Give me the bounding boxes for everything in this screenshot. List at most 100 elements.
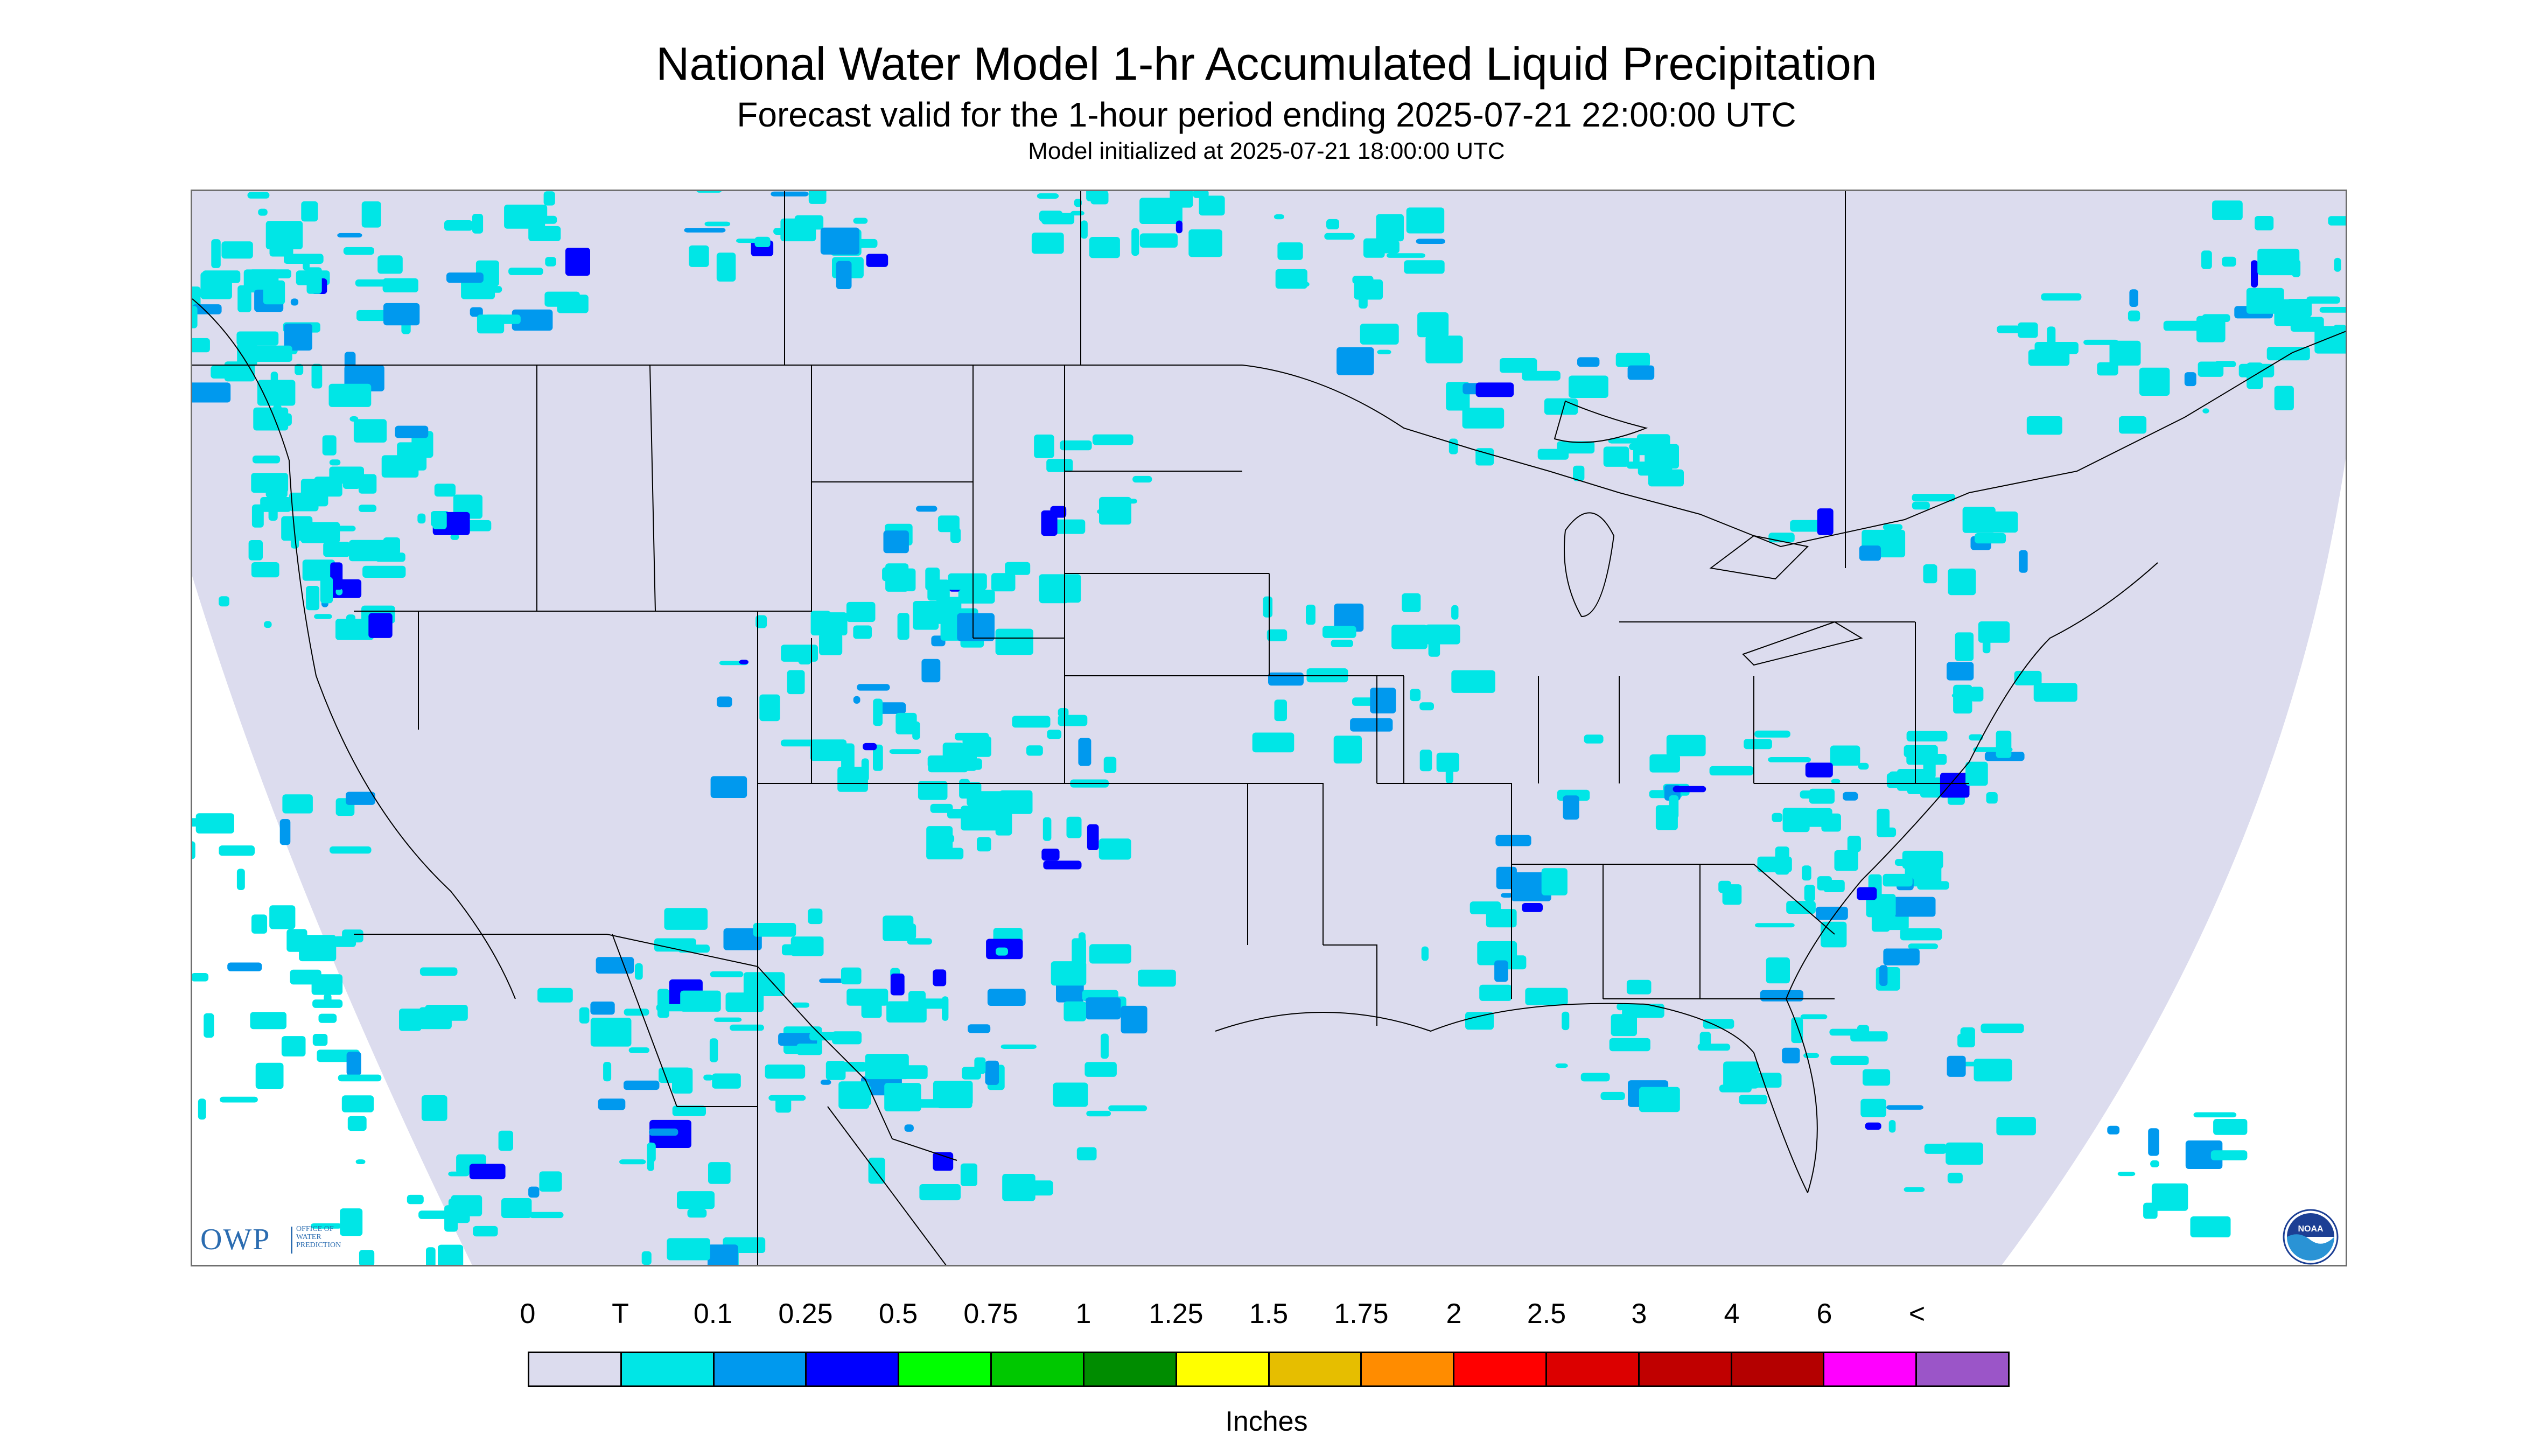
precip-area xyxy=(1402,593,1421,612)
precip-area xyxy=(221,241,253,259)
precip-area xyxy=(290,969,321,985)
precip-area xyxy=(1037,193,1059,199)
precip-area xyxy=(796,1044,822,1055)
precip-area xyxy=(1425,335,1463,363)
precip-area xyxy=(341,1095,374,1112)
precip-area xyxy=(1132,475,1152,483)
precip-area xyxy=(358,474,377,494)
precip-area xyxy=(810,612,848,636)
precip-area xyxy=(419,967,458,976)
precip-area xyxy=(1883,524,1903,530)
precip-area xyxy=(628,1047,650,1053)
legend-swatch xyxy=(1732,1353,1825,1385)
precip-area xyxy=(754,236,771,247)
precip-area xyxy=(318,1013,337,1023)
precip-area xyxy=(1500,358,1537,373)
precip-area xyxy=(498,1130,513,1151)
precip-area xyxy=(1039,591,1069,604)
precip-area xyxy=(279,819,291,845)
precip-area xyxy=(264,621,272,628)
precip-area xyxy=(237,343,257,366)
precip-area xyxy=(736,239,760,243)
precip-area xyxy=(1648,469,1684,487)
precip-area xyxy=(1139,233,1178,248)
precip-area xyxy=(942,996,949,1021)
precip-area xyxy=(987,989,1026,1006)
precip-area xyxy=(1350,718,1393,732)
precip-area xyxy=(314,614,332,619)
precip-area xyxy=(710,971,744,977)
precip-area xyxy=(2251,260,2258,288)
precip-area xyxy=(1569,375,1608,398)
precip-area xyxy=(995,628,1033,655)
precip-area xyxy=(1912,494,1956,502)
precip-area xyxy=(1865,1122,1881,1130)
precip-area xyxy=(2184,372,2196,387)
precip-area xyxy=(1417,312,1449,338)
precip-area xyxy=(1274,214,1284,220)
precip-area xyxy=(1324,233,1355,240)
precip-area xyxy=(883,530,909,554)
precip-area xyxy=(1982,639,1991,654)
map-canvas xyxy=(192,191,2346,1265)
precip-area xyxy=(1900,928,1942,941)
precip-area xyxy=(1541,868,1568,895)
precip-area xyxy=(1042,817,1052,841)
precip-area xyxy=(2214,361,2236,367)
precip-area xyxy=(1821,813,1841,832)
precip-area xyxy=(1703,1019,1734,1029)
precip-area xyxy=(1511,872,1551,901)
precip-area xyxy=(1859,545,1881,561)
precip-area xyxy=(1370,688,1396,713)
precip-area xyxy=(1709,766,1754,776)
precip-area xyxy=(649,1128,678,1136)
precip-area xyxy=(2019,550,2028,573)
precip-area xyxy=(1555,1063,1568,1068)
precip-area xyxy=(2034,342,2079,354)
precip-area xyxy=(1755,923,1795,928)
precip-area xyxy=(897,613,909,640)
precip-area xyxy=(557,295,589,313)
precip-area xyxy=(2319,307,2346,313)
precip-area xyxy=(501,1198,532,1218)
precip-area xyxy=(543,191,555,206)
precip-area xyxy=(771,191,809,197)
precip-area xyxy=(220,1096,258,1103)
precip-area xyxy=(1051,961,1087,986)
precip-area xyxy=(265,482,288,498)
precip-area xyxy=(1886,773,1926,788)
map-subtitle: Forecast valid for the 1-hour period end… xyxy=(737,95,1796,134)
precip-area xyxy=(1475,382,1514,397)
precip-area xyxy=(361,201,381,228)
precip-area xyxy=(1609,1038,1650,1052)
precip-area xyxy=(383,303,420,326)
precip-area xyxy=(1277,242,1303,260)
legend-swatch xyxy=(1177,1353,1270,1385)
precip-area xyxy=(192,304,222,314)
legend-value-label: 6 xyxy=(1816,1298,1832,1329)
precip-area xyxy=(1080,220,1088,239)
precip-area xyxy=(1697,1044,1731,1051)
legend-swatch xyxy=(529,1353,622,1385)
precip-area xyxy=(919,1184,961,1201)
precip-area xyxy=(2014,670,2042,685)
precip-area xyxy=(1906,754,1947,765)
precip-area xyxy=(1138,969,1176,987)
precip-area xyxy=(1087,824,1099,850)
legend-swatch xyxy=(807,1353,900,1385)
precip-area xyxy=(342,474,360,489)
precip-area xyxy=(323,542,351,557)
precip-area xyxy=(948,573,987,590)
precip-area xyxy=(1263,596,1273,618)
precip-area xyxy=(1416,239,1445,244)
precip-area xyxy=(1924,1144,1947,1154)
precip-area xyxy=(687,1209,707,1218)
precip-area xyxy=(1479,984,1512,1001)
precip-area xyxy=(908,991,926,1006)
precip-area xyxy=(312,999,343,1008)
precip-area xyxy=(1669,795,1679,819)
precip-area xyxy=(1782,1047,1800,1063)
precip-area xyxy=(1603,446,1629,467)
precip-area xyxy=(1883,873,1913,887)
precip-area xyxy=(1906,731,1948,741)
